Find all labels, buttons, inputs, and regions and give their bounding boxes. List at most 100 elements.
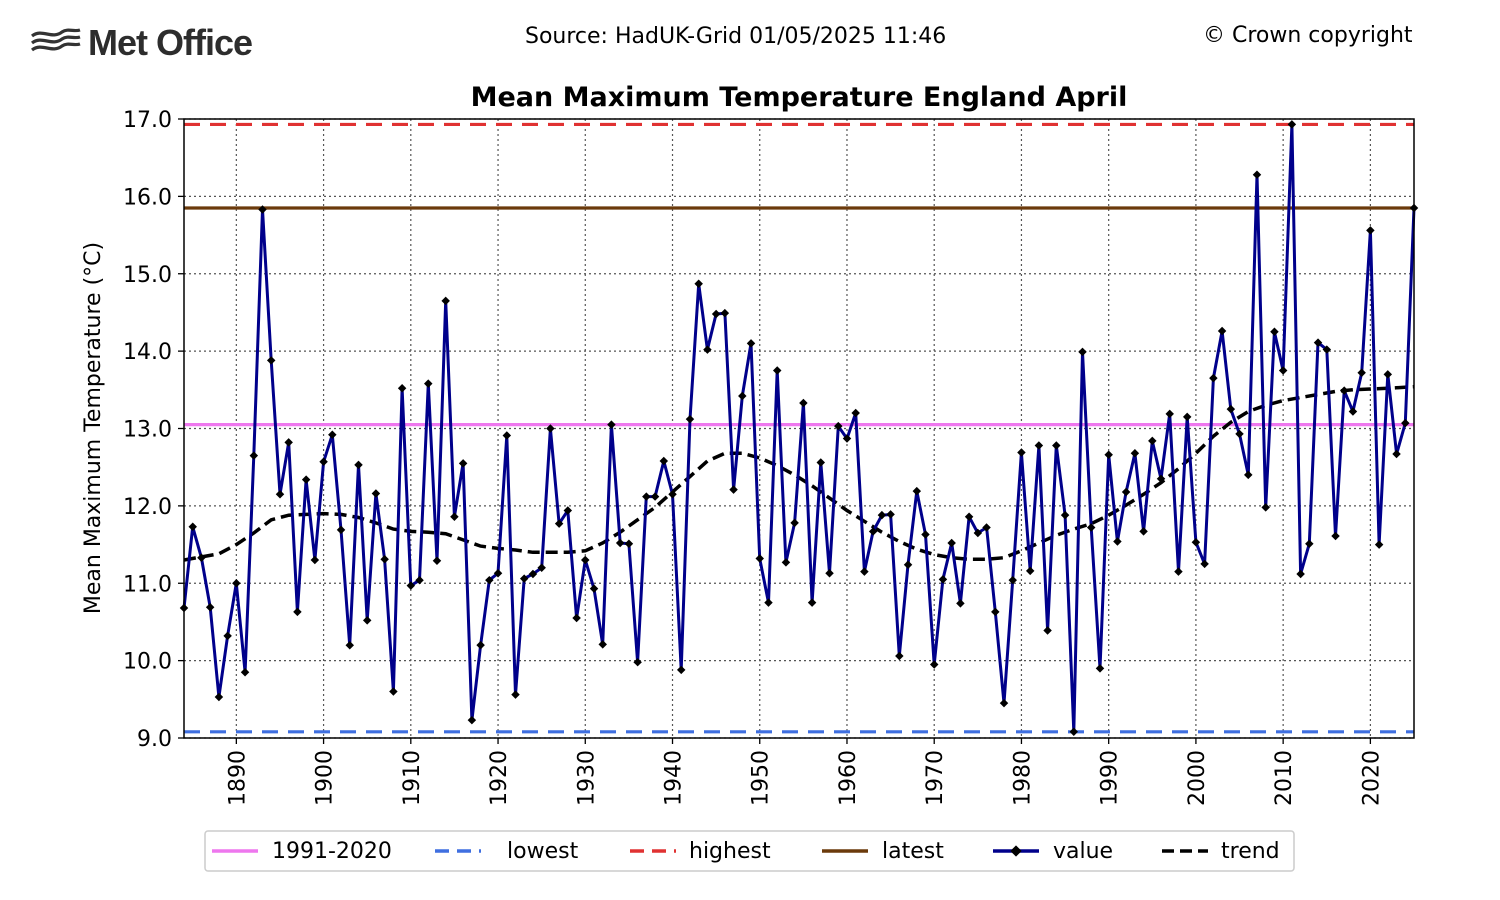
value-point <box>1148 436 1157 446</box>
value-point <box>1278 366 1288 375</box>
value-point <box>284 438 293 447</box>
x-tick-label: 1890 <box>225 750 250 806</box>
value-point <box>729 485 738 494</box>
value-point <box>589 584 599 593</box>
value-point <box>999 698 1009 708</box>
value-point <box>1191 537 1201 547</box>
value-point <box>397 384 407 393</box>
value-point <box>223 631 232 641</box>
x-tick-label: 1970 <box>923 750 948 806</box>
value-point <box>1235 429 1244 439</box>
value-point <box>214 692 224 702</box>
value-point <box>1331 531 1340 541</box>
value-point <box>188 522 197 532</box>
value-point <box>1139 527 1148 536</box>
x-tick-label: 1980 <box>1010 750 1035 806</box>
value-point <box>598 640 607 649</box>
value-point <box>1348 407 1358 416</box>
value-point <box>1078 347 1087 357</box>
x-tick-label: 1900 <box>313 750 338 806</box>
y-tick-label: 12.0 <box>123 495 172 520</box>
logo-text: Met Office <box>88 22 253 63</box>
value-point <box>921 530 930 539</box>
value-point <box>502 431 512 440</box>
x-tick-label: 1990 <box>1098 750 1123 806</box>
value-point <box>720 308 730 318</box>
value-point <box>685 414 695 424</box>
value-point <box>511 690 520 699</box>
value-point <box>816 458 826 467</box>
value-point <box>328 430 337 439</box>
x-tick-label: 1960 <box>836 750 861 806</box>
source-text: Source: HadUK-Grid 01/05/2025 11:46 <box>525 24 947 49</box>
value-point <box>1366 226 1375 235</box>
value-point <box>1374 540 1384 549</box>
legend-latest-label: latest <box>882 839 944 864</box>
legend-value-label: value <box>1053 839 1113 864</box>
value-point <box>1339 386 1349 395</box>
value-point <box>1130 448 1140 458</box>
value-point <box>676 665 686 675</box>
value-point <box>563 506 573 515</box>
x-tick-label: 1940 <box>662 750 687 806</box>
legend: 1991-2020 lowest highest latest value tr… <box>204 830 1295 872</box>
value-point <box>458 459 468 468</box>
value-point <box>554 519 564 528</box>
value-point <box>1113 537 1122 546</box>
value-point <box>991 607 1000 617</box>
value-point <box>834 421 843 431</box>
value-point <box>1305 539 1314 549</box>
y-tick-label: 11.0 <box>123 572 172 597</box>
value-point <box>886 510 895 519</box>
legend-highest-label: highest <box>689 839 771 864</box>
value-point <box>1296 569 1305 579</box>
value-point <box>546 424 555 433</box>
y-tick-label: 17.0 <box>123 108 172 133</box>
value-point <box>1252 170 1262 179</box>
value-point <box>1095 664 1105 673</box>
value-point <box>1104 450 1113 460</box>
value-point <box>205 602 215 612</box>
value-point <box>528 569 538 579</box>
trend-line <box>183 384 1415 562</box>
y-axis-label: Mean Maximum Temperature (°C) <box>81 242 106 614</box>
value-point <box>1217 326 1227 336</box>
legend-value-marker <box>1010 845 1022 857</box>
value-point <box>668 490 677 499</box>
value-point <box>537 563 546 572</box>
value-point <box>615 538 625 548</box>
value-point <box>912 486 922 496</box>
value-point <box>895 651 904 661</box>
value-point <box>642 492 651 501</box>
value-point <box>1069 727 1079 737</box>
value-point <box>415 575 424 585</box>
legend-lowest-label: lowest <box>507 839 579 864</box>
value-point <box>650 492 660 501</box>
value-point <box>389 687 398 696</box>
copyright-text: © Crown copyright <box>1203 23 1413 48</box>
value-point <box>1121 487 1131 497</box>
y-tick-label: 9.0 <box>137 727 172 752</box>
value-point <box>345 640 355 650</box>
value-point <box>275 490 285 499</box>
value-point <box>781 558 791 567</box>
value-point <box>432 556 442 566</box>
value-point <box>1086 523 1096 532</box>
value-point <box>1244 470 1253 480</box>
reference-lines <box>184 122 1414 734</box>
value-point <box>1156 474 1166 484</box>
value-point <box>868 527 878 536</box>
value-point <box>703 345 712 354</box>
value-point <box>1034 441 1044 450</box>
x-tick-label: 2010 <box>1272 750 1297 806</box>
value-point <box>1357 368 1366 378</box>
value-point <box>581 555 590 565</box>
y-tick-label: 14.0 <box>123 340 172 365</box>
value-point <box>746 339 756 348</box>
x-tick-label: 1930 <box>574 750 599 806</box>
value-point <box>1226 404 1236 414</box>
value-point <box>519 574 529 583</box>
value-point <box>929 660 939 669</box>
value-point <box>956 599 965 608</box>
